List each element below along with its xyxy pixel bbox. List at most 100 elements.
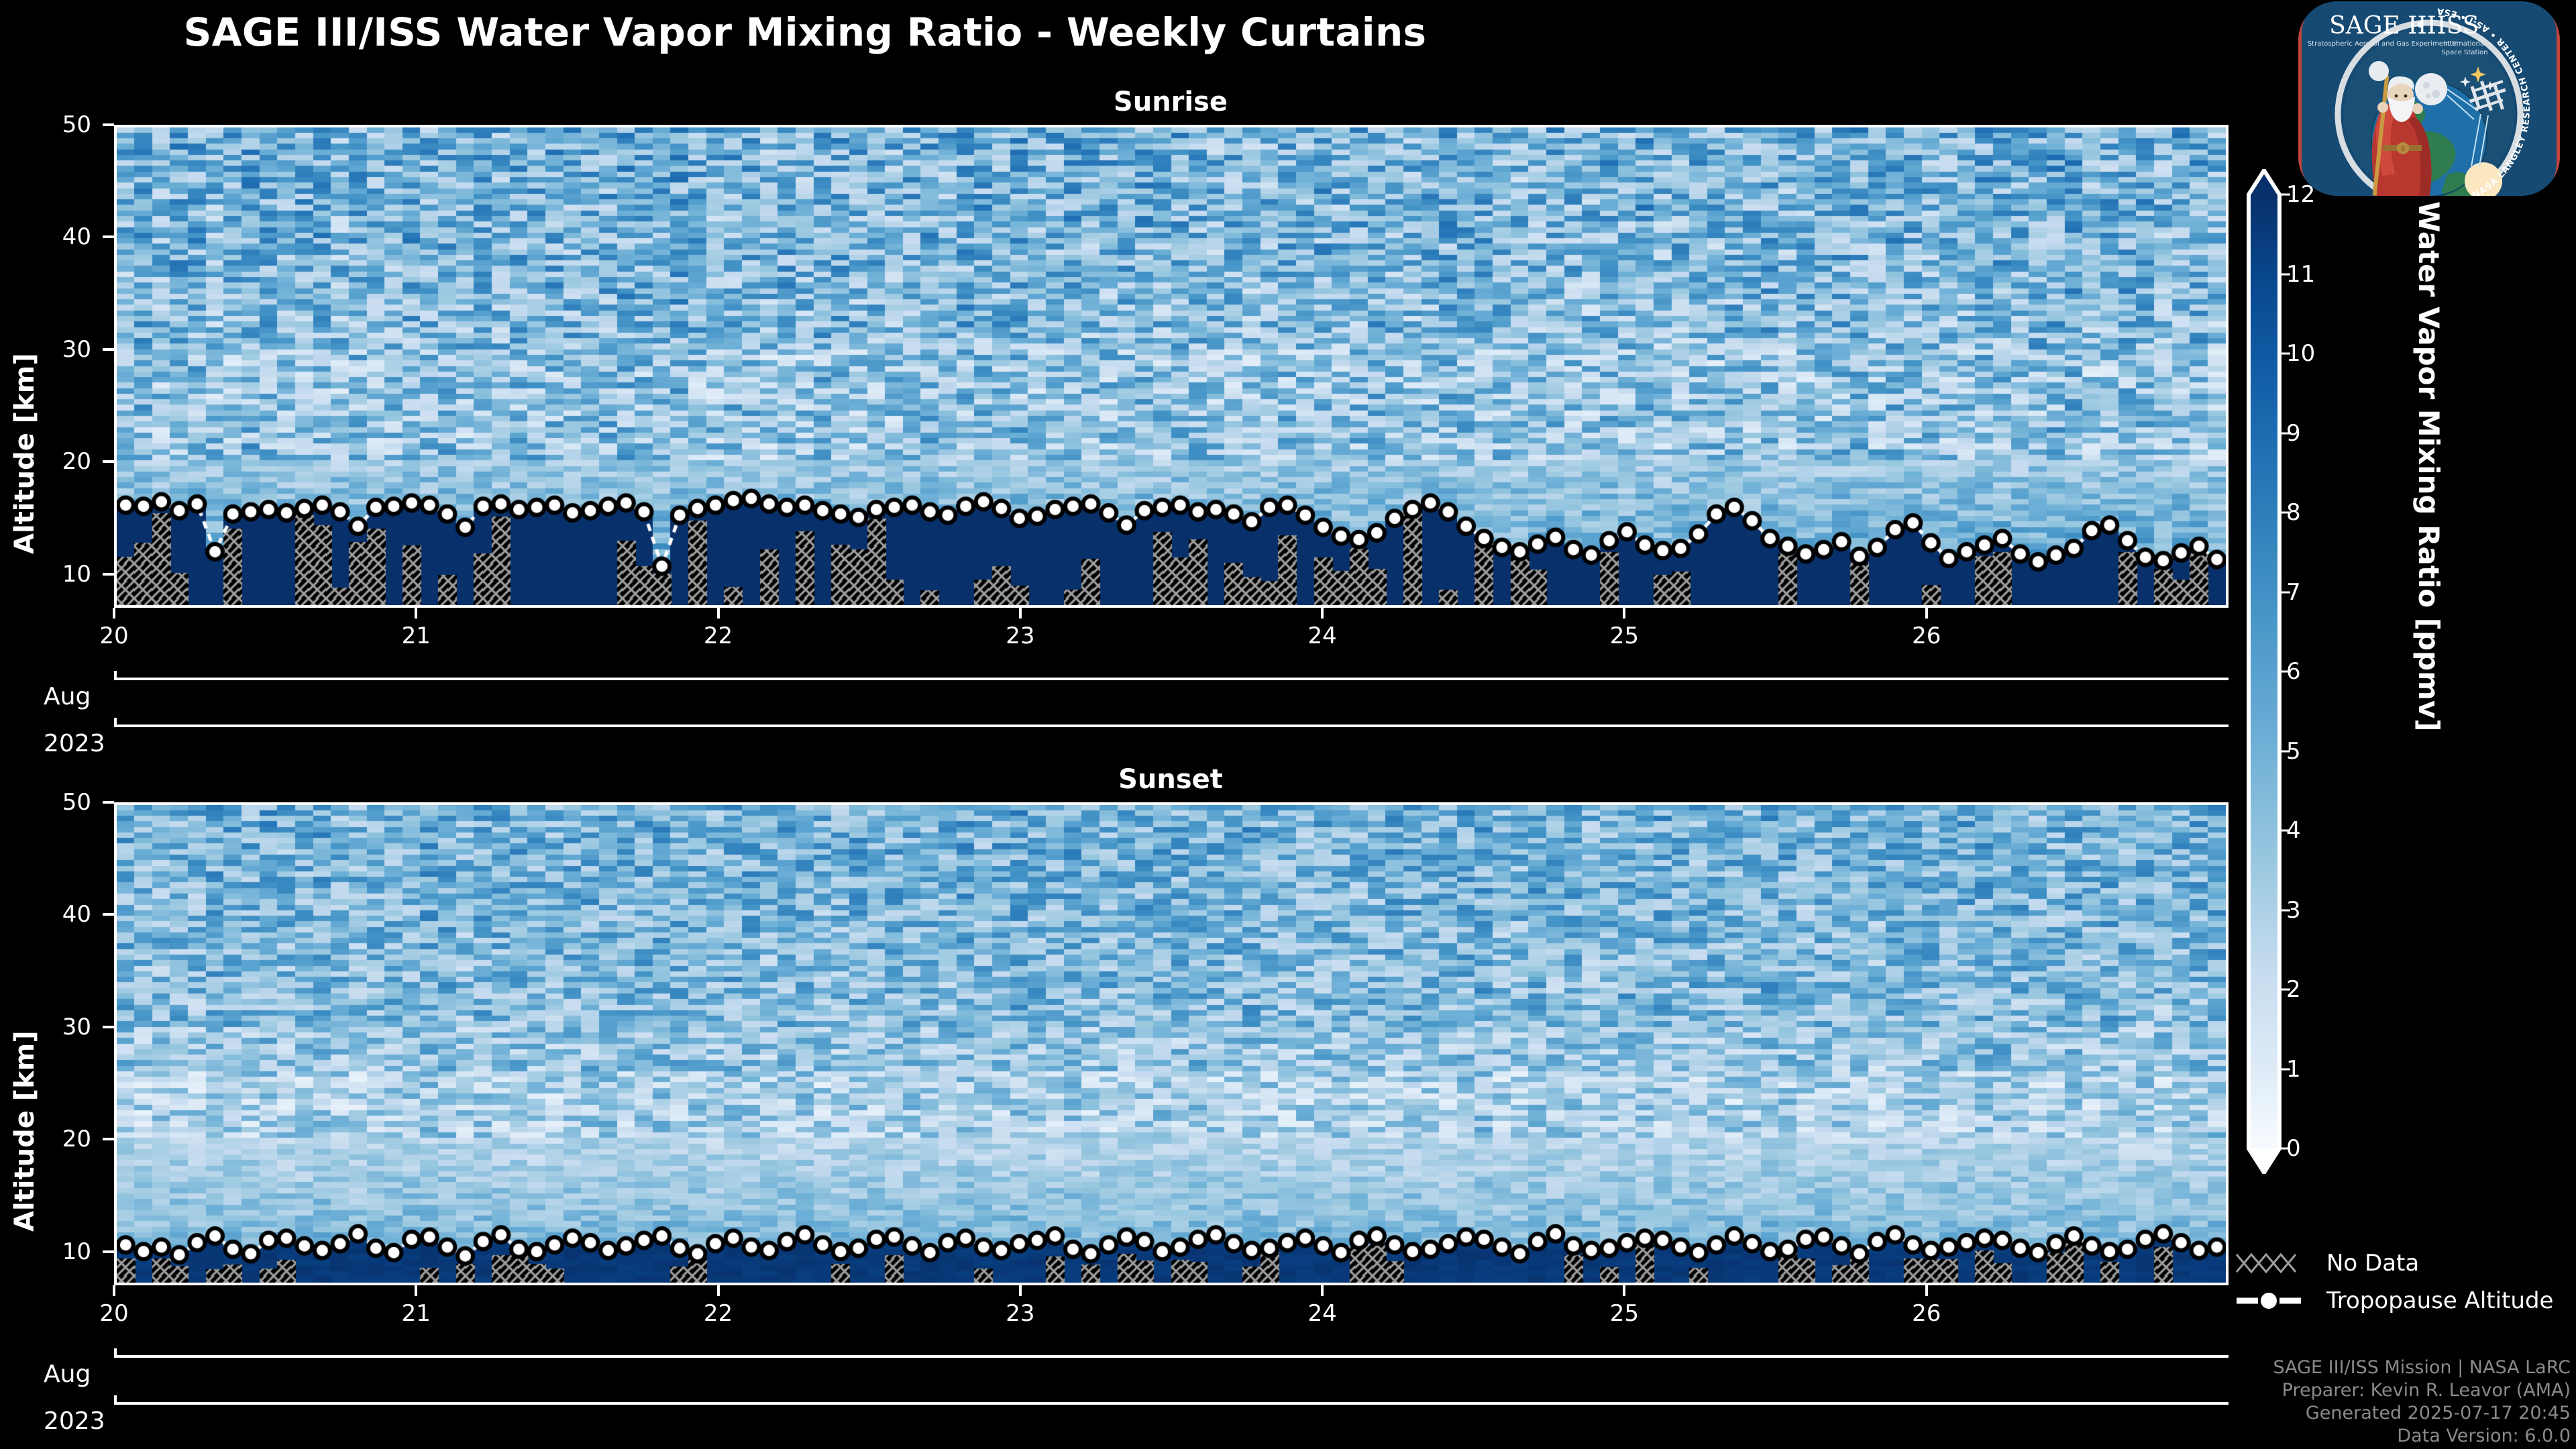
colorbar-tick-mark-4 [2279, 829, 2290, 832]
colorbar[interactable]: 0 1 2 3 4 5 6 7 8 9 10 11 12 [2247, 169, 2315, 1174]
y-tick-mark-sunrise-50 [103, 123, 114, 126]
logo-title-main: SAGE III [2329, 12, 2436, 40]
colorbar-tick-mark-6 [2279, 670, 2290, 673]
y-tick-mark-sunset-50 [103, 801, 114, 804]
x-tick-mark-sunset-24 [1321, 1285, 1324, 1296]
x-tick-mark-sunset-22 [716, 1285, 720, 1296]
y-tick-mark-sunset-10 [103, 1250, 114, 1253]
legend-label-no-data: No Data [2326, 1250, 2420, 1277]
colorbar-tick-label-8: 8 [2286, 499, 2301, 526]
x-tick-mark-sunset-20 [113, 1285, 115, 1296]
footer-line-version: Data Version: 6.0.0 [2397, 1426, 2571, 1446]
logo-subtitle-left: Stratospheric Aerosol and Gas Experiment… [2308, 40, 2458, 48]
x-tick-mark-sunrise-26 [1925, 608, 1928, 619]
colorbar-extend-min-icon [2249, 1148, 2279, 1171]
colorbar-tick-mark-2 [2279, 988, 2290, 991]
x-tick-mark-sunrise-22 [716, 608, 720, 619]
y-tick-label-sunrise-20: 20 [62, 448, 91, 476]
heatmap-axes-sunset[interactable] [114, 802, 2229, 1285]
colorbar-tick-label-11: 11 [2286, 260, 2316, 288]
x-tick-mark-sunrise-21 [415, 608, 418, 619]
y-tick-label-sunrise-40: 40 [62, 223, 91, 251]
panel-title-sunset: Sunset [1118, 764, 1223, 795]
x-tick-label-sunset-25: 25 [1609, 1300, 1640, 1327]
dashed-marker-icon [2237, 1291, 2301, 1310]
colorbar-tick-label-1: 1 [2286, 1055, 2301, 1083]
sage-iii-iss-logo-icon: S BALL • NASA LANGLEY RESEARCH CENTER • … [2298, 1, 2560, 196]
x-tick-label-sunrise-22: 22 [703, 623, 733, 649]
y-tick-mark-sunset-30 [103, 1025, 114, 1028]
y-tick-label-sunrise-30: 30 [62, 335, 91, 363]
heatmap-sunrise [117, 127, 2226, 605]
logo-subtitle-right-1: International [2443, 40, 2486, 48]
colorbar-tick-label-12: 12 [2286, 181, 2316, 208]
colorbar-tick-label-7: 7 [2286, 578, 2301, 606]
x-tick-mark-sunset-25 [1623, 1285, 1626, 1296]
colorbar-tick-mark-9 [2279, 432, 2290, 434]
colorbar-tick-label-2: 2 [2286, 976, 2301, 1003]
colorbar-tick-mark-0 [2279, 1147, 2290, 1150]
colorbar-tick-mark-1 [2279, 1068, 2290, 1070]
logo-subtitle-right-2: Space Station [2441, 49, 2487, 56]
y-tick-mark-sunrise-10 [103, 572, 114, 576]
legend-label-tropopause: Tropopause Altitude [2326, 1287, 2554, 1314]
x-tick-label-sunrise-23: 23 [1006, 623, 1035, 649]
y-tick-mark-sunrise-20 [103, 460, 114, 464]
x-year-rule-cap-sunrise [114, 718, 117, 727]
y-tick-mark-sunset-40 [103, 913, 114, 916]
x-tick-label-sunset-23: 23 [1006, 1300, 1035, 1327]
colorbar-tick-label-4: 4 [2286, 817, 2301, 844]
y-tick-mark-sunrise-40 [103, 235, 114, 239]
colorbar-tick-mark-12 [2279, 193, 2290, 196]
y-tick-label-sunset-30: 30 [62, 1013, 91, 1040]
colorbar-tick-mark-8 [2279, 511, 2290, 514]
logo-title-dot: • [2414, 14, 2426, 38]
colorbar-gradient [2249, 195, 2279, 1148]
x-tick-mark-sunrise-20 [113, 608, 115, 619]
x-tick-mark-sunset-21 [415, 1285, 418, 1296]
x-tick-label-sunset-20: 20 [99, 1300, 129, 1327]
colorbar-tick-mark-3 [2279, 909, 2290, 911]
footer-line-preparer: Preparer: Kevin R. Leavor (AMA) [2282, 1380, 2571, 1401]
x-month-label-sunset: Aug [44, 1360, 91, 1388]
x-year-rule-cap-sunset [114, 1395, 117, 1405]
x-tick-label-sunset-22: 22 [703, 1300, 733, 1327]
y-tick-label-sunrise-10: 10 [62, 560, 91, 588]
x-month-rule-sunrise [114, 678, 2229, 680]
x-tick-label-sunrise-21: 21 [401, 623, 431, 649]
colorbar-tick-label-3: 3 [2286, 896, 2301, 924]
colorbar-label: Water Vapor Mixing Ratio [ppmv] [2412, 201, 2445, 732]
x-tick-label-sunrise-26: 26 [1912, 623, 1941, 649]
colorbar-tick-label-5: 5 [2286, 737, 2301, 765]
x-tick-mark-sunrise-24 [1321, 608, 1324, 619]
colorbar-tick-label-0: 0 [2286, 1135, 2301, 1162]
x-tick-mark-sunset-23 [1018, 1285, 1022, 1296]
y-tick-label-sunset-10: 10 [62, 1238, 91, 1265]
x-month-rule-cap-sunrise [114, 671, 117, 680]
colorbar-tick-mark-5 [2279, 750, 2290, 752]
x-tick-mark-sunset-26 [1925, 1285, 1928, 1296]
legend: No Data Tropopause Altitude [2234, 1244, 2569, 1320]
x-tick-mark-sunrise-25 [1623, 608, 1626, 619]
footer-line-mission: SAGE III/ISS Mission | NASA LaRC [2273, 1357, 2571, 1378]
svg-text:S: S [2401, 146, 2406, 153]
x-year-label-sunset: 2023 [44, 1407, 105, 1435]
x-month-label-sunrise: Aug [44, 683, 91, 710]
x-year-rule-sunset [114, 1402, 2229, 1405]
x-year-label-sunrise: 2023 [44, 730, 105, 757]
y-tick-mark-sunrise-30 [103, 347, 114, 351]
colorbar-tick-mark-11 [2279, 273, 2290, 275]
hatch-cross-icon [2235, 1252, 2297, 1274]
x-tick-label-sunrise-25: 25 [1609, 623, 1640, 649]
x-tick-label-sunset-26: 26 [1912, 1300, 1941, 1327]
panel-title-sunrise: Sunrise [1113, 87, 1228, 117]
heatmap-axes-sunrise[interactable] [114, 125, 2229, 608]
y-tick-label-sunset-20: 20 [62, 1126, 91, 1153]
colorbar-tick-mark-7 [2279, 591, 2290, 593]
footer-line-generated: Generated 2025-07-17 20:45 [2305, 1403, 2571, 1424]
y-tick-label-sunrise-50: 50 [62, 111, 91, 138]
legend-item-no-data: No Data [2234, 1244, 2569, 1282]
logo-title-sub: ISS [2437, 12, 2479, 40]
colorbar-extend-max-icon [2249, 172, 2279, 195]
